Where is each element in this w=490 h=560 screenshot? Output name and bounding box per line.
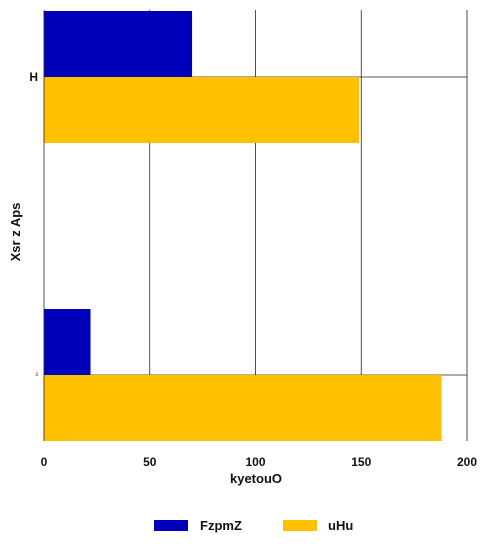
legend-swatch-0 <box>154 520 188 531</box>
legend-swatch-1 <box>283 520 317 531</box>
x-tick-label-0: 0 <box>41 455 48 469</box>
y-tick-label-0: H <box>29 70 38 84</box>
bar-uHu-0 <box>44 77 359 143</box>
legend: FzpmZ uHu <box>154 518 353 533</box>
x-tick-label-4: 200 <box>457 455 477 469</box>
bars <box>44 11 442 441</box>
x-axis-title: kyetouO <box>230 471 282 486</box>
y-tick-labels: Hﾛ <box>29 70 38 378</box>
legend-label-0: FzpmZ <box>200 518 242 533</box>
y-tick-label-1: ﾛ <box>35 372 38 378</box>
bar-FzpmZ-1 <box>44 309 91 375</box>
bar-uHu-1 <box>44 375 442 441</box>
x-tick-label-1: 50 <box>143 455 157 469</box>
y-axis-title: Xsr z Aps <box>8 203 23 262</box>
x-tick-label-3: 150 <box>351 455 371 469</box>
bar-FzpmZ-0 <box>44 11 192 77</box>
x-tick-labels: 0 50 100 150 200 <box>41 455 478 469</box>
legend-label-1: uHu <box>328 518 353 533</box>
x-tick-label-2: 100 <box>245 455 265 469</box>
